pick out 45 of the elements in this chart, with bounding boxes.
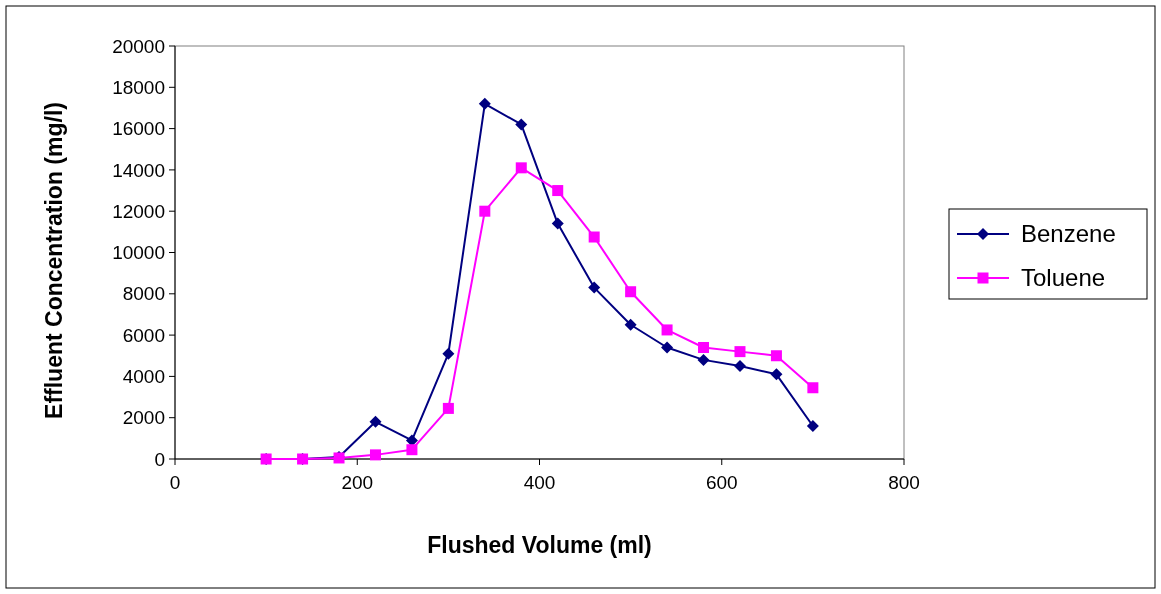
point: [515, 162, 527, 174]
point: [515, 118, 528, 131]
y-tick-label: 0: [154, 448, 165, 470]
y-tick-label: 14000: [112, 159, 165, 181]
point: [661, 341, 674, 354]
y-tick-label: 8000: [122, 283, 165, 305]
y-tick-label: 2000: [122, 407, 165, 429]
point: [734, 346, 746, 358]
y-tick-label: 20000: [112, 35, 165, 57]
x-tick-label: 800: [888, 472, 920, 493]
y-tick-label: 4000: [122, 366, 165, 388]
point: [770, 368, 783, 381]
point: [552, 185, 564, 197]
point: [369, 449, 381, 461]
point: [624, 318, 637, 331]
x-tick-label: 0: [169, 472, 181, 493]
x-tick-label: 600: [705, 472, 738, 493]
point: [661, 324, 673, 336]
point: [698, 341, 710, 353]
y-tick-label: 12000: [112, 200, 165, 222]
y-tick-label: 6000: [122, 324, 165, 346]
x-tick-label: 400: [523, 472, 556, 493]
legend-label: Toluene: [1021, 264, 1106, 292]
y-tick-label: 18000: [112, 76, 165, 98]
y-axis-title: Effluent Concentration (mg/l): [41, 102, 67, 419]
point: [697, 353, 710, 366]
point: [733, 360, 746, 373]
point: [770, 350, 782, 362]
point: [625, 286, 637, 298]
y-tick-label: 16000: [112, 118, 165, 140]
point: [369, 415, 382, 428]
point: [442, 347, 455, 360]
point: [479, 205, 491, 217]
point: [807, 382, 819, 394]
x-axis-title: Flushed Volume (ml): [427, 532, 652, 558]
x-tick-label: 200: [341, 472, 374, 493]
point: [406, 444, 418, 456]
point: [588, 281, 601, 294]
y-tick-label: 10000: [112, 242, 165, 264]
point: [478, 97, 491, 110]
point: [442, 402, 454, 414]
point: [551, 217, 564, 230]
point: [806, 419, 819, 432]
legend-label: Benzene: [1021, 220, 1116, 248]
point: [588, 231, 600, 243]
